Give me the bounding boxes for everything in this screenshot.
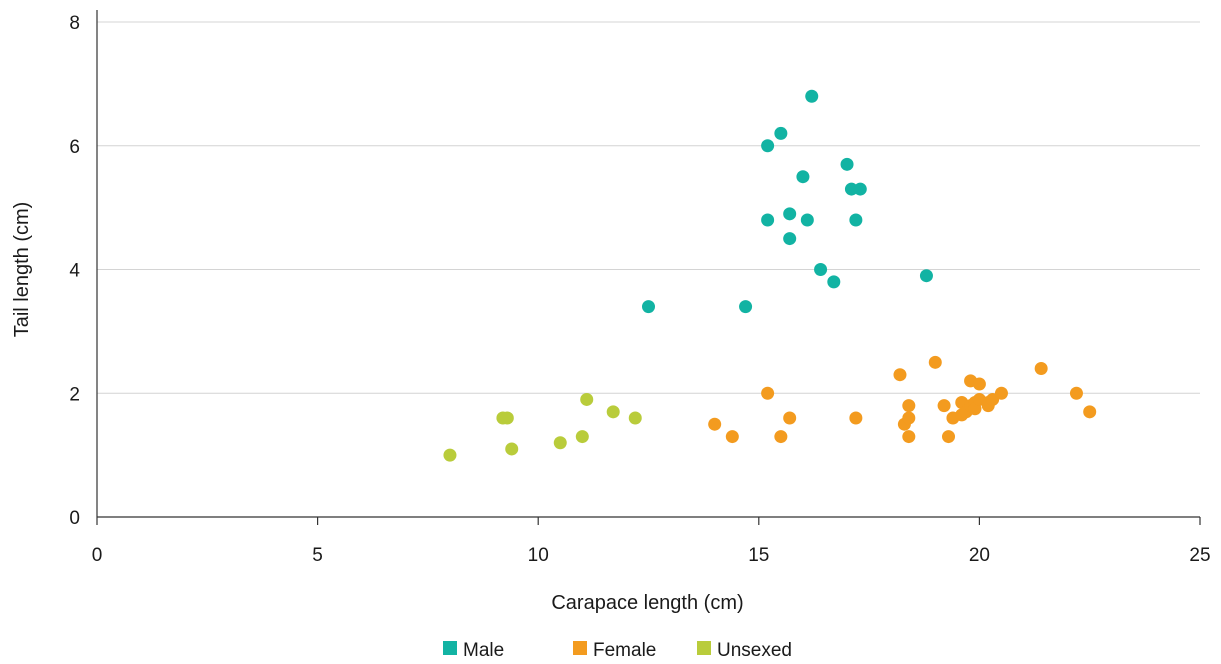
point-female (902, 411, 916, 425)
point-female (761, 386, 775, 400)
legend-label-male: Male (463, 640, 504, 661)
point-female (1083, 405, 1097, 419)
point-male (761, 213, 775, 227)
point-unsexed (553, 436, 567, 450)
point-female (725, 430, 739, 444)
y-tick-label: 4 (69, 261, 80, 282)
point-female (902, 430, 916, 444)
x-tick-label: 5 (312, 545, 323, 566)
x-axis-title: Carapace length (cm) (551, 592, 743, 614)
legend-swatch-female (573, 641, 587, 655)
point-female (942, 430, 956, 444)
point-female (1069, 386, 1083, 400)
point-male (814, 263, 828, 276)
point-male (774, 126, 788, 140)
point-female (849, 411, 863, 425)
axes (96, 10, 1201, 525)
legend-item-male: Male (443, 640, 504, 661)
point-female (902, 399, 916, 413)
x-tick-labels: 0 5 10 15 20 25 (92, 545, 1211, 566)
point-unsexed (628, 411, 642, 425)
data-points (443, 89, 1097, 462)
point-male (739, 300, 753, 314)
point-male (805, 89, 819, 103)
legend-swatch-unsexed (697, 641, 711, 655)
y-tick-label: 8 (69, 13, 80, 34)
point-female (893, 368, 907, 382)
x-tick-label: 0 (92, 545, 103, 566)
point-male (783, 232, 797, 246)
point-male (796, 170, 810, 184)
point-male (849, 213, 863, 227)
point-male (840, 157, 854, 171)
legend-label-unsexed: Unsexed (717, 640, 792, 661)
legend-swatch-male (443, 641, 457, 655)
point-male (853, 182, 867, 196)
x-tick-label: 25 (1189, 545, 1210, 566)
legend-label-female: Female (593, 640, 656, 661)
point-unsexed (505, 442, 519, 456)
x-tick-label: 10 (528, 545, 549, 566)
point-male (761, 139, 775, 153)
point-female (774, 430, 788, 444)
point-female (1034, 362, 1048, 375)
y-tick-labels: 0 2 4 6 8 (69, 13, 80, 529)
point-unsexed (580, 392, 594, 406)
point-female (928, 355, 942, 369)
point-male (642, 300, 655, 314)
point-female (783, 411, 797, 425)
point-male (800, 213, 814, 227)
point-female (994, 386, 1008, 400)
point-unsexed (500, 411, 514, 425)
y-tick-label: 0 (69, 508, 80, 529)
legend-item-female: Female (573, 640, 656, 661)
point-male (827, 275, 841, 289)
y-axis-title: Tail length (cm) (11, 202, 33, 338)
point-male (783, 207, 797, 221)
point-female (937, 399, 951, 413)
gridlines (97, 21, 1200, 394)
y-tick-label: 6 (69, 137, 80, 158)
point-unsexed (575, 430, 589, 444)
x-tick-label: 20 (969, 545, 990, 566)
point-male (919, 269, 933, 283)
point-female (972, 377, 986, 391)
legend-item-unsexed: Unsexed (697, 640, 792, 661)
point-female (708, 417, 722, 431)
y-tick-label: 2 (69, 384, 80, 405)
x-tick-label: 15 (748, 545, 769, 566)
point-unsexed (606, 405, 620, 419)
point-unsexed (443, 448, 457, 462)
legend: Male Female Unsexed (443, 640, 792, 661)
